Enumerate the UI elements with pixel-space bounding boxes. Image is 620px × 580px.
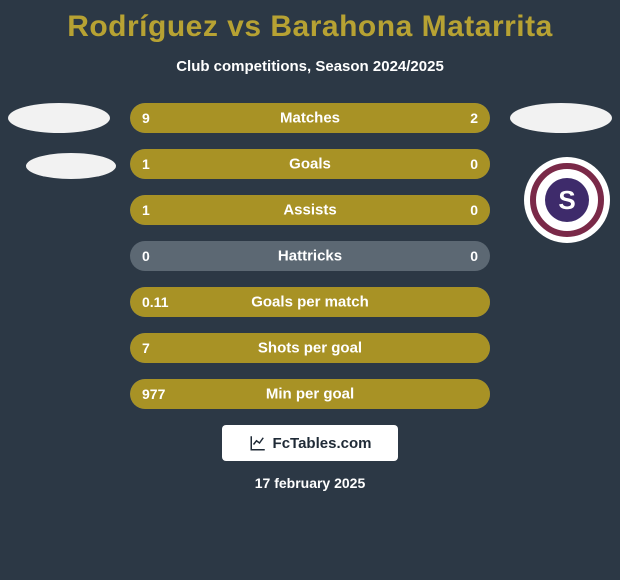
bar-left-fill	[130, 103, 425, 133]
stat-value-left: 1	[142, 156, 150, 172]
stat-label: Assists	[283, 202, 336, 219]
stat-row: 9 2 Matches	[130, 103, 490, 133]
player-right-avatar-placeholder	[510, 103, 612, 133]
stat-row: 0.11 Goals per match	[130, 287, 490, 317]
stat-value-right: 0	[470, 248, 478, 264]
stat-row: 0 0 Hattricks	[130, 241, 490, 271]
stat-row: 977 Min per goal	[130, 379, 490, 409]
team-right-badge: S	[524, 157, 610, 243]
source-badge: FcTables.com	[222, 425, 398, 461]
stat-value-right: 0	[470, 156, 478, 172]
stat-value-left: 0	[142, 248, 150, 264]
stat-row: 7 Shots per goal	[130, 333, 490, 363]
stat-value-left: 0.11	[142, 294, 168, 310]
stat-label: Min per goal	[266, 386, 354, 403]
stat-label: Shots per goal	[258, 340, 362, 357]
subtitle: Club competitions, Season 2024/2025	[0, 58, 620, 75]
chart-icon	[249, 434, 267, 452]
team-left-badge-placeholder	[26, 153, 116, 179]
comparison-chart: S 9 2 Matches 1 0 Goals 1 0 Assists 0 0 Hattricks 0.…	[0, 103, 620, 409]
stat-row: 1 0 Goals	[130, 149, 490, 179]
player-left-avatar-placeholder	[8, 103, 110, 133]
badge-letter: S	[545, 178, 589, 222]
stat-row: 1 0 Assists	[130, 195, 490, 225]
stat-rows: 9 2 Matches 1 0 Goals 1 0 Assists 0 0 Hattricks 0.11…	[130, 103, 490, 409]
stat-label: Matches	[280, 110, 340, 127]
stat-value-right: 2	[470, 110, 478, 126]
source-text: FcTables.com	[273, 435, 372, 452]
page-title: Rodríguez vs Barahona Matarrita	[0, 0, 620, 44]
stat-value-left: 1	[142, 202, 150, 218]
date-text: 17 february 2025	[0, 475, 620, 491]
stat-value-left: 7	[142, 340, 150, 356]
stat-value-right: 0	[470, 202, 478, 218]
stat-label: Goals	[289, 156, 331, 173]
badge-ring: S	[530, 163, 604, 237]
stat-label: Goals per match	[251, 294, 369, 311]
stat-value-left: 977	[142, 386, 165, 402]
stat-value-left: 9	[142, 110, 150, 126]
bar-right-fill	[425, 103, 490, 133]
stat-label: Hattricks	[278, 248, 342, 265]
